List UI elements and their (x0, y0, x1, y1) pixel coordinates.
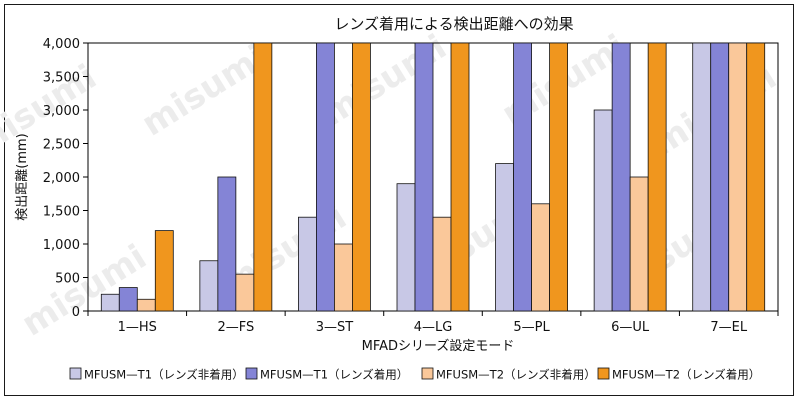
bar (334, 243, 353, 312)
bar (396, 183, 416, 312)
legend-swatch (597, 367, 610, 380)
y-tick-label: 3,000 (43, 104, 80, 119)
y-tick-label: 500 (55, 272, 80, 287)
y-tick-label: 2,500 (43, 138, 80, 153)
x-tick-label: 2—FS (217, 320, 254, 335)
y-tick-label: 1,500 (43, 205, 80, 220)
x-tick-label: 5—PL (513, 320, 550, 335)
legend-label: MFUSM—T2（レンズ着用） (612, 368, 760, 382)
y-tick-label: 2,000 (43, 171, 80, 186)
y-tick-label: 4,000 (43, 37, 80, 52)
bar (549, 42, 568, 312)
bar (298, 216, 317, 312)
x-tick-label: 4—LG (414, 320, 453, 335)
y-tick-label: 1,000 (43, 238, 80, 253)
y-axis: 0 500 1,000 1,500 2,000 2,500 3,000 3,500 4,000 (43, 37, 88, 320)
legend-label: MFUSM—T1（レンズ着用） (260, 368, 408, 382)
y-axis-label: 検出距離(mm) (15, 133, 30, 220)
y-tick-label: 0 (72, 305, 80, 320)
legend-swatch (245, 367, 258, 380)
legend-label: MFUSM—T2（レンズ非着用） (436, 368, 596, 382)
bar (316, 42, 335, 312)
bar (253, 42, 273, 312)
bar (513, 42, 532, 312)
bar (136, 298, 156, 312)
bar (728, 42, 748, 312)
legend-label: MFUSM—T1（レンズ非着用） (84, 368, 244, 382)
legend-swatch (69, 367, 82, 380)
x-tick-label: 3—ST (316, 320, 354, 335)
x-tick-label: 6—UL (611, 320, 650, 335)
bar (235, 273, 255, 312)
chart-title: レンズ着用による検出距離への効果 (334, 15, 573, 33)
x-tick-label: 7—EL (710, 320, 747, 335)
watermark-text: misumi (135, 37, 274, 144)
bar (531, 203, 550, 312)
bar (710, 42, 730, 312)
bar (100, 293, 120, 312)
bar (118, 287, 138, 312)
bar (199, 260, 219, 312)
bar (495, 163, 514, 312)
bar (647, 42, 667, 312)
legend-swatch (421, 367, 434, 380)
bar (692, 42, 712, 312)
bar (450, 42, 470, 312)
bar (746, 42, 766, 312)
bar (217, 176, 237, 312)
bar (611, 42, 631, 312)
bar (154, 230, 174, 312)
y-tick-label: 3,500 (43, 71, 80, 86)
legend: MFUSM—T1（レンズ非着用） MFUSM—T1（レンズ着用） MFUSM—T2（… (69, 367, 760, 382)
bar (352, 42, 371, 312)
bar (629, 176, 649, 312)
bar (593, 109, 613, 312)
bar (414, 42, 434, 312)
x-axis-label: MFADシリーズ設定モード (362, 338, 515, 354)
x-axis: 1—HS 2—FS 3—ST 4—LG 5—PL 6—UL 7—EL (87, 311, 779, 335)
bar (432, 216, 452, 312)
x-tick-label: 1—HS (118, 320, 157, 335)
plot-area (87, 42, 779, 312)
